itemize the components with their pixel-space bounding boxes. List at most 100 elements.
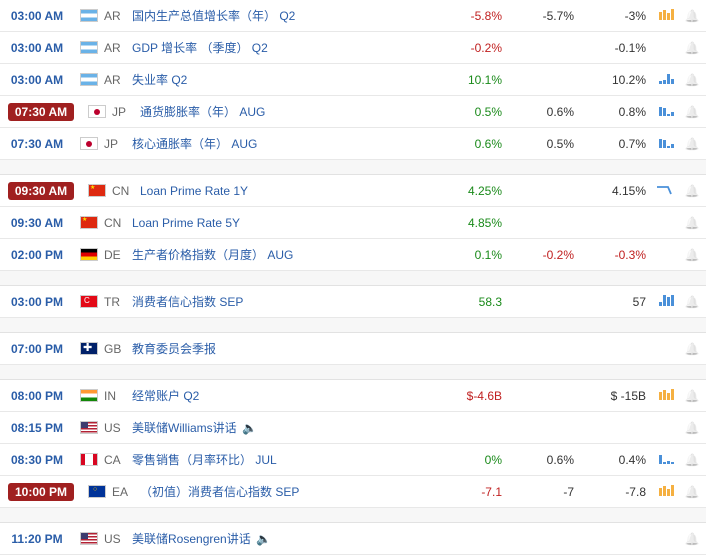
- alert-bell-icon[interactable]: 🔔: [682, 453, 702, 467]
- value-v1: 4.85%: [434, 216, 506, 230]
- chart-cell[interactable]: [650, 484, 682, 499]
- alert-bell-icon[interactable]: 🔔: [682, 295, 702, 309]
- alert-bell-icon[interactable]: 🔔: [682, 342, 702, 356]
- alert-bell-icon[interactable]: 🔔: [682, 184, 702, 198]
- spacer-row: [0, 160, 706, 175]
- event-time: 09:30 AM: [4, 216, 70, 230]
- chart-cell[interactable]: [650, 72, 682, 87]
- chart-cell[interactable]: [650, 294, 682, 309]
- flag-in-icon: [80, 389, 98, 402]
- calendar-row[interactable]: 03:00 PMTR消费者信心指数 SEP58.357🔔: [0, 286, 706, 318]
- alert-bell-icon[interactable]: 🔔: [682, 248, 702, 262]
- alert-bell-icon[interactable]: 🔔: [682, 105, 702, 119]
- event-time: 08:15 PM: [4, 421, 70, 435]
- chart-cell[interactable]: [650, 452, 682, 467]
- value-v1: -0.2%: [434, 41, 506, 55]
- flag-ea-icon: [88, 485, 106, 498]
- value-v3: -3%: [578, 9, 650, 23]
- value-v1: -7.1: [434, 485, 506, 499]
- calendar-row[interactable]: 08:00 PMIN经常账户 Q2$-4.6B$ -15B🔔: [0, 380, 706, 412]
- event-title[interactable]: 零售销售（月率环比） JUL: [132, 451, 434, 468]
- value-v2: -7: [506, 485, 578, 499]
- economic-calendar-table: 03:00 AMAR国内生产总值增长率（年） Q2-5.8%-5.7%-3%🔔0…: [0, 0, 706, 555]
- event-title[interactable]: 消费者信心指数 SEP: [132, 293, 434, 310]
- event-title[interactable]: 经常账户 Q2: [132, 387, 434, 404]
- event-title[interactable]: Loan Prime Rate 1Y: [140, 184, 434, 198]
- calendar-row[interactable]: 10:00 PMEA（初值）消费者信心指数 SEP-7.1-7-7.8🔔: [0, 476, 706, 508]
- alert-bell-icon[interactable]: 🔔: [682, 421, 702, 435]
- alert-bell-icon[interactable]: 🔔: [682, 532, 702, 546]
- calendar-row[interactable]: 02:00 PMDE生产者价格指数（月度） AUG0.1%-0.2%-0.3%🔔: [0, 239, 706, 271]
- calendar-row[interactable]: 11:20 PMUS美联储Rosengren讲话 🔈🔔: [0, 523, 706, 555]
- flag-jp-icon: [80, 137, 98, 150]
- event-title[interactable]: 教育委员会季报: [132, 340, 434, 357]
- country-code: GB: [104, 342, 132, 356]
- chart-bars-icon: [659, 484, 674, 496]
- alert-bell-icon[interactable]: 🔔: [682, 389, 702, 403]
- calendar-row[interactable]: 08:15 PMUS美联储Williams讲话 🔈🔔: [0, 412, 706, 444]
- calendar-row[interactable]: 03:00 AMAR国内生产总值增长率（年） Q2-5.8%-5.7%-3%🔔: [0, 0, 706, 32]
- event-time: 07:00 PM: [4, 342, 70, 356]
- country-code: EA: [112, 485, 140, 499]
- event-time: 10:00 PM: [8, 483, 74, 501]
- chart-cell[interactable]: [650, 8, 682, 23]
- chart-line-icon: [656, 184, 676, 194]
- event-title[interactable]: 生产者价格指数（月度） AUG: [132, 246, 434, 263]
- alert-bell-icon[interactable]: 🔔: [682, 137, 702, 151]
- value-v3: 0.8%: [578, 105, 650, 119]
- chart-bars-icon: [659, 388, 674, 400]
- calendar-row[interactable]: 07:00 PM GB教育委员会季报 🔔: [0, 333, 706, 365]
- value-v3: 4.15%: [578, 184, 650, 198]
- event-title[interactable]: 美联储Williams讲话 🔈: [132, 419, 434, 436]
- value-v3: $ -15B: [578, 389, 650, 403]
- chart-bars-icon: [659, 294, 674, 306]
- country-code: TR: [104, 295, 132, 309]
- event-title[interactable]: Loan Prime Rate 5Y: [132, 216, 434, 230]
- event-title[interactable]: 核心通胀率（年） AUG: [132, 135, 434, 152]
- flag-cn-icon: [80, 216, 98, 229]
- event-title[interactable]: 失业率 Q2: [132, 71, 434, 88]
- spacer-row: [0, 365, 706, 380]
- chart-cell[interactable]: [650, 104, 682, 119]
- alert-bell-icon[interactable]: 🔔: [682, 73, 702, 87]
- value-v1: 0%: [434, 453, 506, 467]
- event-time: 09:30 AM: [8, 182, 74, 200]
- flag-ar-icon: [80, 73, 98, 86]
- chart-cell[interactable]: [650, 184, 682, 198]
- chart-cell[interactable]: [650, 136, 682, 151]
- alert-bell-icon[interactable]: 🔔: [682, 41, 702, 55]
- alert-bell-icon[interactable]: 🔔: [682, 9, 702, 23]
- calendar-row[interactable]: 07:30 AMJP核心通胀率（年） AUG0.6%0.5%0.7%🔔: [0, 128, 706, 160]
- event-title[interactable]: （初值）消费者信心指数 SEP: [140, 483, 434, 500]
- event-title[interactable]: GDP 增长率 （季度） Q2: [132, 39, 434, 56]
- flag-ca-icon: [80, 453, 98, 466]
- calendar-row[interactable]: 03:00 AMAR失业率 Q210.1%10.2%🔔: [0, 64, 706, 96]
- calendar-row[interactable]: 08:30 PMCA零售销售（月率环比） JUL0%0.6%0.4%🔔: [0, 444, 706, 476]
- alert-bell-icon[interactable]: 🔔: [682, 485, 702, 499]
- flag-tr-icon: [80, 295, 98, 308]
- event-title[interactable]: 国内生产总值增长率（年） Q2: [132, 7, 434, 24]
- country-code: IN: [104, 389, 132, 403]
- event-title[interactable]: 美联储Rosengren讲话 🔈: [132, 530, 434, 547]
- event-time: 03:00 PM: [4, 295, 70, 309]
- flag-us-icon: [80, 532, 98, 545]
- calendar-row[interactable]: 03:00 AMARGDP 增长率 （季度） Q2-0.2%-0.1%🔔: [0, 32, 706, 64]
- speaker-icon: 🔈: [239, 421, 257, 435]
- event-time: 02:00 PM: [4, 248, 70, 262]
- value-v3: 57: [578, 295, 650, 309]
- value-v1: 10.1%: [434, 73, 506, 87]
- calendar-row[interactable]: 09:30 AMCNLoan Prime Rate 5Y4.85%🔔: [0, 207, 706, 239]
- country-code: AR: [104, 41, 132, 55]
- chart-bars-icon: [659, 452, 674, 464]
- spacer-row: [0, 508, 706, 523]
- value-v1: 4.25%: [434, 184, 506, 198]
- event-title[interactable]: 通货膨胀率（年） AUG: [140, 103, 434, 120]
- country-code: AR: [104, 9, 132, 23]
- calendar-row[interactable]: 07:30 AMJP通货膨胀率（年） AUG0.5%0.6%0.8%🔔: [0, 96, 706, 128]
- country-code: JP: [104, 137, 132, 151]
- alert-bell-icon[interactable]: 🔔: [682, 216, 702, 230]
- value-v2: -5.7%: [506, 9, 578, 23]
- chart-cell[interactable]: [650, 388, 682, 403]
- calendar-row[interactable]: 09:30 AMCNLoan Prime Rate 1Y4.25%4.15%🔔: [0, 175, 706, 207]
- event-time: 03:00 AM: [4, 9, 70, 23]
